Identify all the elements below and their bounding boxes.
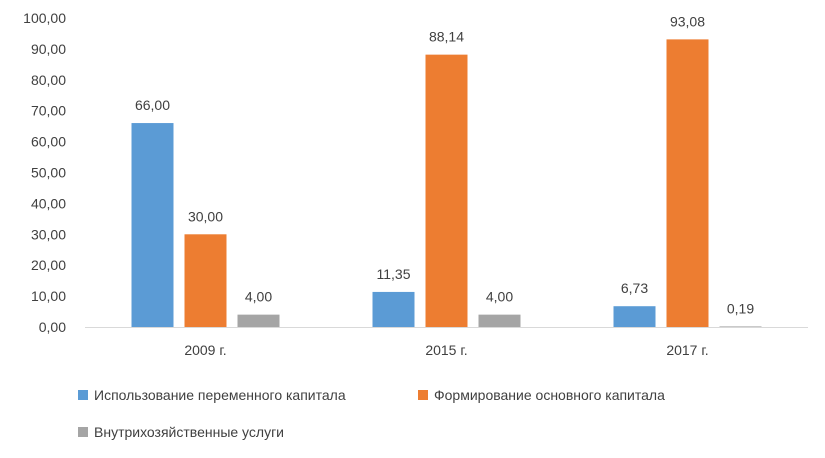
bar [425,54,468,327]
bar [131,123,174,327]
data-label: 6,73 [621,280,648,296]
bars [131,39,762,328]
bar [613,306,656,327]
x-tick-label: 2017 г. [666,342,708,358]
y-tick-label: 70,00 [31,103,66,119]
data-label: 0,19 [727,300,754,316]
bar [184,234,227,327]
data-label: 4,00 [486,289,513,305]
data-label: 88,14 [429,29,464,45]
bar [237,314,280,327]
bar [719,326,762,328]
legend-item-internal-services: Внутрихозяйственные услуги [78,424,284,440]
y-tick-label: 100,00 [23,10,66,26]
legend-item-variable-capital: Использование переменного капитала [78,387,346,403]
bar [372,291,415,327]
data-label: 4,00 [245,289,272,305]
legend-label: Формирование основного капитала [434,387,665,403]
y-tick-label: 10,00 [31,288,66,304]
x-tick-label: 2009 г. [184,342,226,358]
y-tick-label: 0,00 [39,319,66,335]
y-tick-label: 80,00 [31,72,66,88]
legend-swatch [78,390,88,400]
x-tick-label: 2015 г. [425,342,467,358]
bar [478,314,521,327]
x-axis: 2009 г. 2015 г. 2017 г. [184,342,708,358]
y-tick-label: 20,00 [31,257,66,273]
y-tick-label: 50,00 [31,165,66,181]
data-label: 66,00 [135,97,170,113]
data-labels: 66,00 30,00 4,00 11,35 88,14 4,00 6,73 93,08 0,1… [135,13,754,316]
data-label: 30,00 [188,208,223,224]
y-tick-label: 60,00 [31,134,66,150]
y-tick-label: 40,00 [31,195,66,211]
legend-label: Внутрихозяйственные услуги [94,424,284,440]
legend-swatch [418,390,428,400]
y-tick-label: 30,00 [31,226,66,242]
data-label: 93,08 [670,13,705,29]
y-tick-label: 90,00 [31,41,66,57]
bar [666,39,709,327]
legend-item-fixed-capital: Формирование основного капитала [418,387,665,403]
data-label: 11,35 [377,266,411,282]
legend-label: Использование переменного капитала [94,387,346,403]
legend-swatch [78,427,88,437]
y-axis: 0,00 10,00 20,00 30,00 40,00 50,00 60,00 70,00 8… [23,10,66,335]
